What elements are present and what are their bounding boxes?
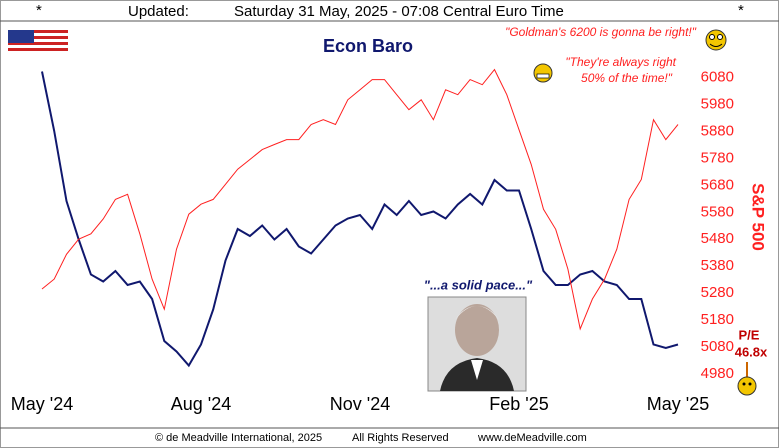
annotation: "...a solid pace..." [424,277,533,292]
pe-icon [737,362,757,396]
header-updated: Updated: [128,3,189,20]
annotation: 50% of the time!" [581,71,673,85]
y-tick-label: 5380 [701,257,734,274]
header-star: * [36,2,42,19]
y-tick-label: 5180 [701,311,734,328]
header-datetime: Saturday 31 May, 2025 - 07:08 Central Eu… [234,3,564,20]
y-tick-label: 5780 [701,149,734,166]
y-tick-label: 5880 [701,123,734,140]
series-line [41,71,679,368]
x-tick-label: Feb '25 [489,394,548,414]
portrait [427,296,527,392]
series-title: Econ Baro [323,36,413,56]
y-tick-label: 5080 [701,338,734,355]
x-tick-label: Nov '24 [330,394,390,414]
y-tick-label: 6080 [701,69,734,86]
series-line [41,68,679,331]
y-tick-label: 4980 [701,365,734,382]
annotation: "They're always right [565,55,676,69]
y-tick-label: 5480 [701,230,734,247]
footer-site: www.deMeadville.com [477,432,587,444]
y-axis-label: S&P 500 [749,183,768,251]
y-tick-label: 5280 [701,284,734,301]
us-flag [8,30,68,54]
x-tick-label: Aug '24 [171,394,232,414]
annotation: "Goldman's 6200 is gonna be right!" [505,25,697,39]
annotation: 46.8x [735,344,768,359]
x-tick-label: May '24 [11,394,73,414]
footer-copyright: © de Meadville International, 2025 [155,432,322,444]
header-star: * [738,2,744,19]
grin-icon [533,63,553,83]
y-tick-label: 5680 [701,176,734,193]
x-tick-label: May '25 [647,394,709,414]
y-tick-label: 5580 [701,203,734,220]
footer-rights: All Rights Reserved [352,432,449,444]
annotation: P/E [739,327,760,342]
smiley-icon [705,29,727,51]
y-tick-label: 5980 [701,96,734,113]
